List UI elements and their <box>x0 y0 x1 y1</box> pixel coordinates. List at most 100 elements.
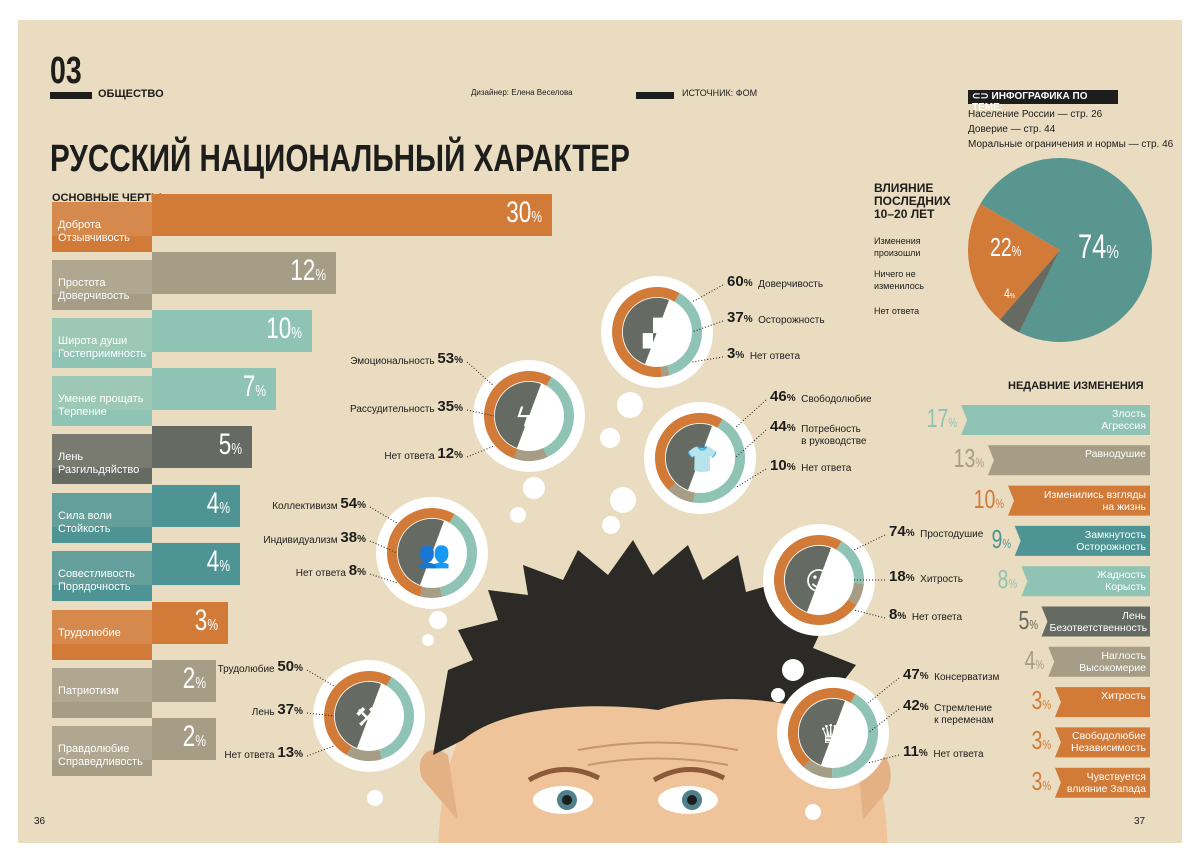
thought-bubble <box>600 428 620 448</box>
donut-inner-half <box>798 698 845 765</box>
trait-value: 4% <box>178 545 230 579</box>
recent-change-value: 5% <box>988 605 1038 636</box>
donut-segment <box>543 377 574 458</box>
donut-segment <box>655 413 723 491</box>
angel-fox-icon: ☺ <box>805 567 832 597</box>
donut-value: 54 <box>340 495 358 512</box>
related-link[interactable]: Доверие — стр. 44 <box>968 124 1056 135</box>
trait-label: Сила воли Стойкость <box>58 510 112 535</box>
donut-legend-item: 18% Хитрость <box>889 568 963 586</box>
percent-sign: % <box>1009 291 1015 300</box>
donut-segment <box>832 694 878 778</box>
recent-value-number: 4 <box>1024 644 1036 675</box>
percent-sign: % <box>948 415 958 430</box>
donut-value: 18 <box>889 568 906 585</box>
donut-label: Нет ответа <box>749 351 801 362</box>
recent-change-label: Свободолюбие Независимость <box>1070 730 1146 755</box>
percent-sign: % <box>919 702 929 713</box>
donut-legend-item: Нет ответа 8% <box>296 562 366 580</box>
leader-line <box>466 361 495 387</box>
percent-sign: % <box>219 558 230 575</box>
trait-value-number: 10 <box>266 312 292 345</box>
donut-legend-item: 42% Стремление к переменам <box>903 698 994 727</box>
leader-line <box>306 669 335 687</box>
thought-bubble <box>510 507 526 523</box>
trait-value: 2% <box>154 662 206 696</box>
shirt-suit-icon: 👕 <box>686 445 718 475</box>
trait-value-number: 4 <box>206 545 220 578</box>
donut-value: 38 <box>340 529 358 546</box>
donut-segment <box>693 419 745 503</box>
section-name: ОБЩЕСТВО <box>98 88 164 100</box>
donut-value: 44 <box>770 418 787 435</box>
recent-change-label: Изменились взгляды на жизнь <box>1043 488 1146 513</box>
recent-change-label: Наглость Высокомерие <box>1079 649 1146 674</box>
recent-change-value: 8% <box>968 564 1018 595</box>
recent-change-bar <box>1054 687 1150 718</box>
percent-sign: % <box>995 495 1004 511</box>
trait-bar-value-part <box>152 310 312 352</box>
trait-bar-value-part <box>152 194 552 236</box>
trait-bar-value-part <box>152 426 252 468</box>
link-icon: ⊂⊃ <box>972 91 992 102</box>
donut-segment <box>387 508 455 597</box>
trait-value-number: 3 <box>194 604 208 637</box>
donut-legend-item: 37% Осторожность <box>727 310 825 327</box>
recent-change-bar <box>1054 727 1150 758</box>
percent-sign: % <box>531 209 542 226</box>
hair <box>433 540 870 760</box>
trait-label: Лень Разгильдяйство <box>58 451 140 476</box>
pie-legend-label: Нет ответа <box>874 306 920 316</box>
percent-sign: % <box>918 748 928 759</box>
donut-segment <box>668 482 696 503</box>
related-link[interactable]: Население России — стр. 26 <box>968 109 1103 120</box>
percent-sign: % <box>1028 616 1038 632</box>
recent-change-bar <box>1048 646 1150 677</box>
leader-line <box>691 320 724 333</box>
leader-line <box>691 356 724 363</box>
trait-label: Совестливость Порядочность <box>58 568 135 593</box>
donut-value: 53 <box>437 350 455 367</box>
trait-value: 7% <box>214 370 266 404</box>
trait-bar-base <box>52 352 152 368</box>
donut-value: 46 <box>770 388 787 405</box>
trait-bar <box>52 718 216 776</box>
pie-value: 22% <box>990 232 1021 263</box>
donut-segment <box>847 582 864 605</box>
recent-change-label: Злость Агрессия <box>1101 408 1146 432</box>
trait-value: 4% <box>178 487 230 521</box>
donut-value: 50 <box>277 658 295 675</box>
related-link[interactable]: Моральные ограничения и нормы — стр. 46 <box>968 139 1174 150</box>
donut-inner-half <box>622 297 669 364</box>
trait-bar-base <box>52 585 152 601</box>
percent-sign: % <box>357 500 366 511</box>
donut-legend-item: 60% Доверчивость <box>727 274 823 291</box>
donut-legend-item: Лень 37% <box>252 702 303 719</box>
recent-change-label: Жадность Корысть <box>1097 569 1146 594</box>
recent-value-number: 17 <box>926 403 949 433</box>
trait-bar-value-part <box>152 602 228 644</box>
trait-bar <box>52 194 552 252</box>
trait-bar <box>52 660 216 718</box>
donut-legend-item: 44% Потребность в руководстве <box>770 418 866 448</box>
recent-change-value: 10% <box>955 484 1004 515</box>
trait-bar <box>52 252 336 310</box>
donut-segment <box>836 541 864 584</box>
trait-bar <box>52 426 252 484</box>
trait-label: Простота Доверчивость <box>58 277 130 302</box>
donut-label: Нет ответа <box>801 463 852 474</box>
donut-value: 12 <box>437 445 455 462</box>
donut-value: 8 <box>348 562 358 579</box>
donut-value: 47 <box>903 666 920 683</box>
pie-legend-label: Ничего не изменилось <box>874 269 924 291</box>
recent-change-bar <box>987 445 1150 476</box>
percent-sign: % <box>294 706 303 717</box>
donut-label: Стремление к переменам <box>934 703 994 726</box>
trait-bar <box>52 485 240 543</box>
donut-segment <box>788 688 856 768</box>
donut-segment <box>324 671 392 755</box>
trait-bar-value-part <box>152 485 240 527</box>
donut-label: Рассудительность <box>350 404 435 415</box>
donut-label: Простодушие <box>920 529 984 540</box>
percent-sign: % <box>975 455 984 471</box>
